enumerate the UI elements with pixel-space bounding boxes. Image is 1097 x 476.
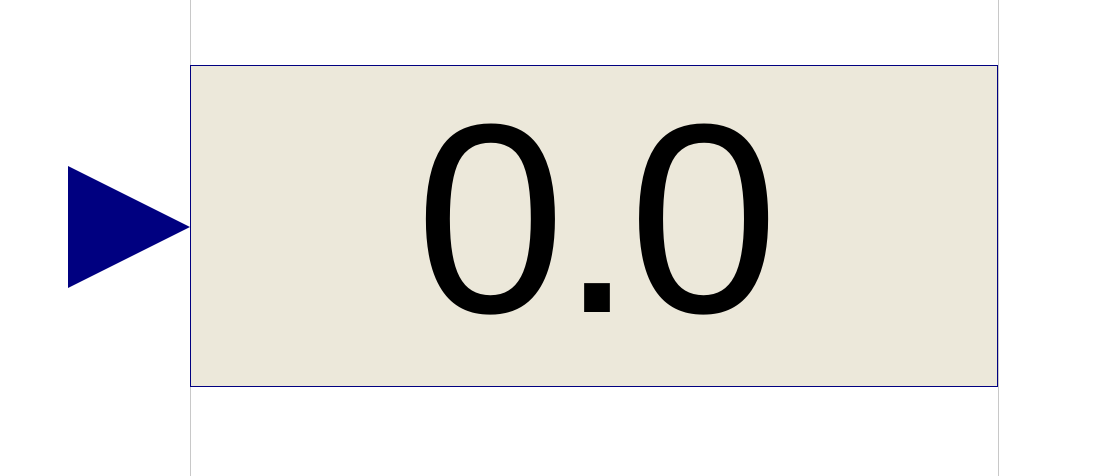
input-port-triangle-icon[interactable] [67,165,191,289]
display-block[interactable]: 0.0 [190,65,998,387]
right-guide-line [998,0,999,476]
display-value: 0.0 [415,69,778,370]
